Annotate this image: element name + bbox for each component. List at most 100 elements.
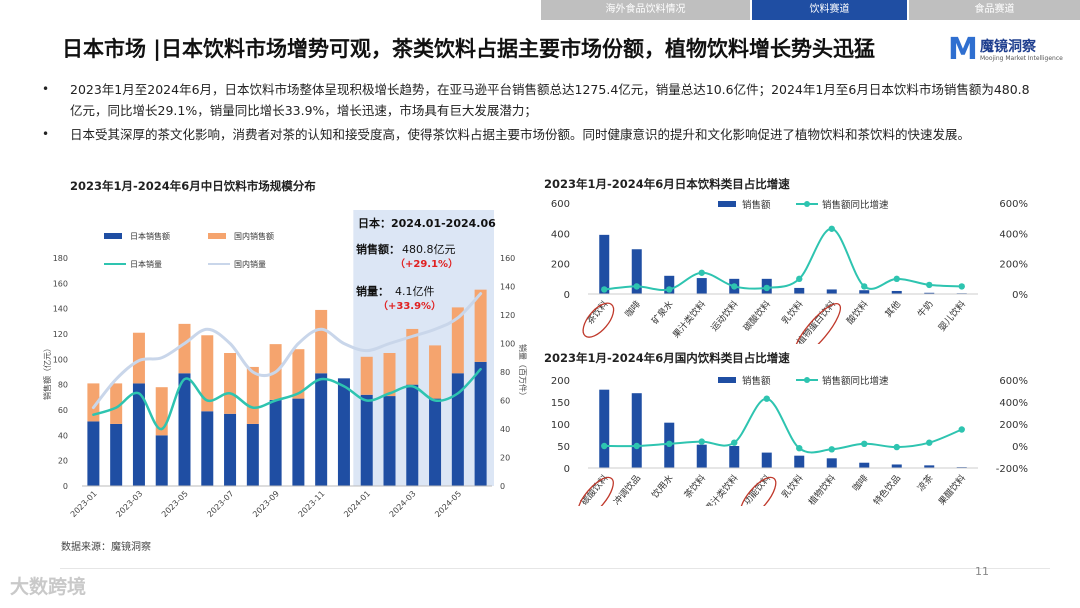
y-right-label: 销量（百万件） [518, 344, 528, 400]
bar-japan-sales [337, 378, 350, 486]
y-right-tick: 200% [999, 420, 1028, 431]
tab-food-track[interactable]: 食品赛道 [909, 0, 1080, 20]
y-left-tick: 50 [557, 442, 570, 453]
legend-label: 日本销量 [130, 259, 162, 269]
x-tick-label: 2023-09 [251, 489, 281, 519]
x-category-label: 碳酸饮料 [741, 298, 773, 333]
x-category-label: 矿泉水 [649, 298, 676, 326]
line-growth-point [893, 275, 900, 283]
bar-japan-sales [132, 383, 145, 486]
callout-volume-value: 4.1亿件 [395, 285, 435, 298]
bar-china-sales [201, 335, 214, 412]
page-number: 11 [975, 565, 989, 578]
legend-label-bar: 销售额 [742, 375, 771, 387]
bar-japan-sales [155, 435, 168, 486]
y-right-tick: -200% [996, 464, 1028, 475]
bar-japan-sales [315, 373, 328, 486]
y-left-tick: 140 [53, 305, 68, 314]
x-category-label: 咖啡 [622, 298, 643, 320]
watermark: 大数跨境 [10, 576, 87, 598]
section-tabs: 海外食品饮料情况 饮料赛道 食品赛道 [541, 0, 1080, 20]
bar-china-sales [360, 356, 373, 395]
bar-japan-sales [474, 361, 487, 486]
callout-heading: 日本：2024.01-2024.06 [358, 216, 496, 230]
line-growth-point [926, 281, 933, 289]
y-left-tick: 0 [564, 290, 570, 301]
y-right-tick: 120 [500, 311, 515, 320]
y-left-tick: 600 [551, 199, 570, 210]
line-growth [604, 227, 962, 291]
x-category-label: 冲调饮品 [611, 472, 643, 506]
bar-china-sales [246, 366, 259, 424]
legend-label-line: 销售额同比增速 [822, 199, 889, 211]
x-category-label: 运动饮料 [708, 298, 740, 333]
y-left-tick: 200 [551, 376, 570, 387]
y-left-tick: 40 [58, 431, 68, 440]
y-left-tick: 400 [551, 229, 570, 240]
bar-sales [631, 249, 642, 294]
bar-china-sales [110, 383, 123, 424]
legend-label-line: 销售额同比增速 [822, 375, 889, 387]
x-category-label: 特色饮品 [871, 472, 903, 506]
legend-swatch [208, 233, 226, 239]
y-right-tick: 0% [1012, 442, 1028, 453]
bar-japan-sales [246, 423, 259, 486]
y-left-tick: 120 [53, 330, 68, 339]
bar-japan-sales [451, 373, 464, 486]
bar-china-sales [178, 323, 191, 374]
bar-china-sales [451, 307, 464, 374]
bar-sales [696, 444, 707, 468]
bar-sales [794, 455, 805, 468]
y-left-tick: 100 [551, 420, 570, 431]
y-left-tick: 0 [63, 482, 68, 491]
bar-sales [859, 462, 870, 468]
legend-swatch [104, 233, 122, 239]
y-left-tick: 180 [53, 254, 68, 263]
legend-label-bar: 销售额 [742, 199, 771, 211]
bar-japan-sales [360, 394, 373, 486]
bar-sales [664, 275, 675, 294]
line-growth-point [601, 442, 608, 450]
y-right-tick: 600% [999, 199, 1028, 210]
x-tick-label: 2023-01 [69, 489, 99, 519]
data-source: 数据来源：魔镜洞察 [61, 542, 151, 553]
y-right-tick: 400% [999, 229, 1028, 240]
bar-sales [761, 452, 772, 468]
y-right-tick: 400% [999, 398, 1028, 409]
y-left-tick: 60 [58, 406, 68, 415]
bar-sales [826, 289, 837, 294]
tab-beverage-track[interactable]: 饮料赛道 [752, 0, 907, 20]
bar-japan-sales [292, 398, 305, 486]
bar-china-sales [429, 345, 442, 399]
highlight-ellipse [739, 476, 777, 506]
x-category-label: 咖啡 [850, 472, 871, 494]
line-growth-point [666, 286, 673, 293]
tab-overseas-food-beverage[interactable]: 海外食品饮料情况 [541, 0, 750, 20]
bar-sales [891, 464, 902, 468]
bar-sales [729, 446, 740, 468]
y-left-label: 销售额（亿元） [42, 344, 52, 400]
bar-sales [696, 278, 707, 294]
legend-marker-line [804, 201, 810, 207]
y-left-tick: 80 [58, 381, 68, 390]
bar-china-sales [383, 353, 396, 397]
x-category-label: 茶饮料 [584, 298, 611, 326]
x-category-label: 乳饮料 [779, 298, 806, 326]
summary-bullets: 2023年1月至2024年6月，日本饮料市场整体呈现积极增长趋势，在亚马逊平台销… [42, 79, 1035, 148]
line-growth-point [666, 440, 673, 447]
bar-sales [891, 290, 902, 294]
y-right-tick: 200% [999, 260, 1028, 271]
x-tick-label: 2023-11 [297, 489, 327, 519]
logo-m-icon: M [948, 32, 978, 67]
line-growth-point [601, 286, 608, 293]
bullet-2: 日本受其深厚的茶文化影响，消费者对茶的认知和接受度高，使得茶饮料占据主要市场份额… [42, 124, 1035, 145]
x-category-label: 凉茶 [915, 472, 936, 494]
bar-japan-sales [224, 413, 237, 486]
y-left-tick: 200 [551, 260, 570, 271]
line-china-volume [91, 292, 483, 410]
y-left-tick: 160 [53, 279, 68, 288]
bar-japan-sales [429, 398, 442, 486]
china-japan-market-chart: 2023年1月-2024年6月中日饮料市场规模分布日本：2024.01-2024… [42, 179, 528, 519]
